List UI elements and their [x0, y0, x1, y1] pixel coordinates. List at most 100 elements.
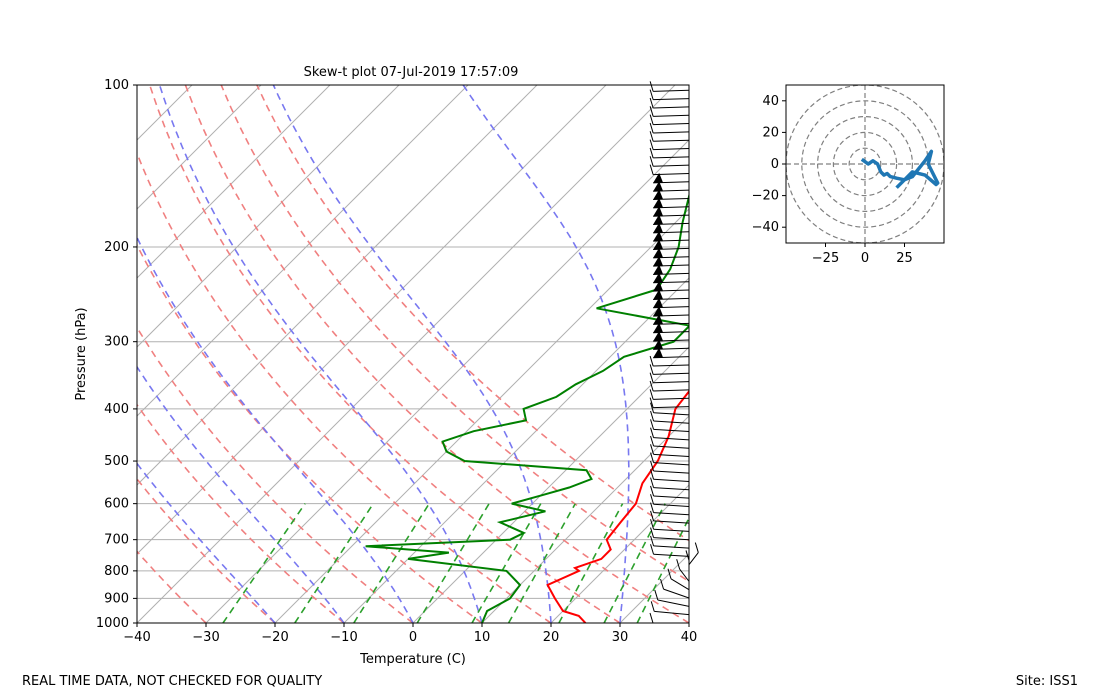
skewt-axes: −40 −30 −20 −10 0 10 20 30 40 1000 900 800 700 600 500…: [96, 78, 697, 645]
barb-staff: [653, 445, 690, 449]
x-tick-label: 20: [543, 630, 560, 645]
barb-flag: [653, 297, 664, 308]
barb-staff: [653, 114, 690, 117]
mixing-ratio-line: [222, 503, 306, 623]
barb-flag: [653, 189, 664, 200]
barb-staff: [653, 428, 690, 433]
barb-feather: [649, 372, 654, 383]
hodo-y-tick-label: 0: [771, 157, 779, 172]
barb-feather: [649, 156, 654, 167]
moist-adiabat: [137, 365, 345, 623]
mixing-ratio-line: [636, 516, 689, 623]
barb-feather: [649, 81, 654, 92]
x-tick-label: −10: [330, 630, 357, 645]
mixing-ratio-line: [558, 503, 624, 623]
range-ring: [848, 147, 882, 181]
moist-adiabat: [137, 235, 414, 623]
barb-feather: [650, 477, 655, 488]
x-tick-label: −40: [123, 630, 150, 645]
barb-flag: [653, 222, 664, 233]
moist-adiabat: [272, 85, 552, 623]
isotherm: [137, 85, 262, 210]
barb-feather: [649, 131, 654, 142]
plot-frame: [136, 84, 690, 624]
barb-staff: [653, 495, 690, 499]
x-tick-label: 10: [474, 630, 491, 645]
y-tick-label: 300: [104, 335, 129, 350]
barb-staff: [653, 89, 690, 92]
barb-feather: [649, 164, 654, 175]
isotherm: [619, 553, 689, 623]
barb-feather: [650, 510, 655, 522]
barb-staff: [653, 528, 690, 532]
y-tick-label: 600: [104, 497, 129, 512]
barb-staff: [653, 470, 690, 474]
y-tick-label: 100: [104, 78, 129, 93]
hodograph-trace: [860, 149, 940, 189]
moist-adiabat: [688, 618, 689, 623]
skewt-reference-lines: [0, 85, 689, 623]
barb-flag: [653, 264, 664, 275]
range-ring: [832, 131, 898, 197]
dewpoint-profile: [365, 193, 689, 623]
barb-feather: [649, 355, 654, 367]
barb-staff: [653, 98, 690, 101]
y-tick-label: 900: [104, 591, 129, 606]
barb-flag: [653, 281, 664, 292]
hodo-y-tick-label: −20: [752, 189, 779, 204]
barb-staff: [657, 599, 690, 607]
dry-adiabat: [137, 243, 483, 623]
barb-staff: [653, 462, 690, 466]
y-tick-label: 500: [104, 454, 129, 469]
chart-title: Skew-t plot 07-Jul-2019 17:57:09: [304, 65, 519, 80]
hodo-y-tick-label: 40: [762, 94, 779, 109]
barb-feather: [649, 364, 654, 375]
isotherm: [137, 85, 469, 417]
quality-disclaimer: REAL TIME DATA, NOT CHECKED FOR QUALITY: [22, 674, 323, 689]
barb-staff: [653, 437, 690, 441]
isotherm: [412, 346, 689, 623]
barb-flag: [653, 314, 664, 325]
barb-feather: [650, 419, 655, 430]
barb-flag: [653, 172, 664, 183]
dry-adiabat: [137, 550, 207, 623]
isotherm: [137, 85, 193, 141]
dry-adiabat: [148, 85, 621, 623]
barb-feather: [649, 389, 654, 400]
barb-staff: [653, 487, 690, 491]
x-axis-label: Temperature (C): [359, 652, 466, 667]
barb-flag: [653, 331, 664, 342]
barb-feather: [649, 106, 654, 117]
barb-feather: [650, 444, 655, 455]
barb-staff: [653, 381, 690, 384]
barb-feather: [650, 469, 655, 480]
x-tick-label: −30: [192, 630, 219, 645]
barb-flag: [653, 247, 664, 258]
wind-barbs: [649, 81, 699, 624]
barb-staff: [653, 420, 690, 424]
barb-feather: [694, 542, 699, 553]
isotherm: [0, 85, 54, 623]
hodo-y-tick-label: −40: [752, 220, 779, 235]
site-label: Site: ISS1: [1015, 674, 1078, 689]
isotherm: [274, 208, 689, 623]
barb-flag: [653, 347, 664, 358]
y-tick-label: 700: [104, 533, 129, 548]
barb-flag: [653, 206, 664, 217]
hodo-x-tick-label: −25: [812, 251, 839, 266]
barb-feather: [650, 410, 655, 422]
isotherm: [688, 622, 689, 623]
barb-staff: [653, 512, 690, 516]
barb-staff: [653, 164, 690, 167]
barb-feather: [649, 147, 654, 159]
barb-feather: [649, 89, 654, 100]
barb-staff: [653, 172, 690, 176]
barb-feather: [649, 97, 654, 109]
barb-staff: [653, 537, 690, 541]
barb-feather: [650, 435, 655, 447]
x-tick-label: −20: [261, 630, 288, 645]
barb-flag: [653, 322, 664, 333]
barb-staff: [653, 131, 690, 134]
barb-feather: [649, 122, 654, 134]
